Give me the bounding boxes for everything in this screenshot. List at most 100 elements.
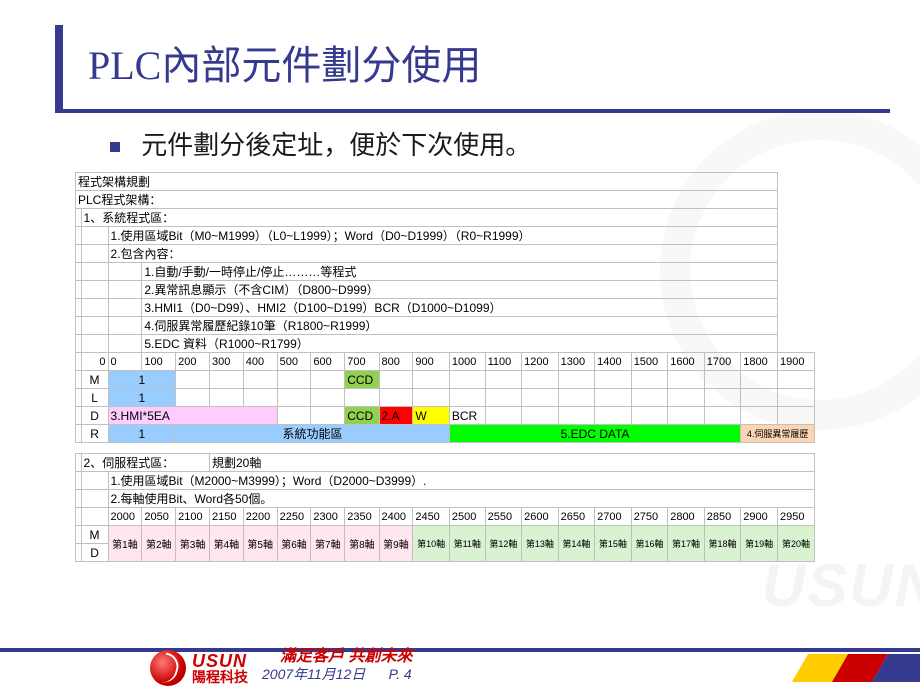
grid2-header: 2000 2050 2100 2150 2200 2250 2300 2350 … [76,508,815,526]
sys-content: 1.自動/手動/一時停止/停止………等程式 [142,263,778,281]
cell-servo-hist: 4.伺服異常履歷 [741,425,815,443]
footer-page: P. 4 [389,666,412,682]
servo-line: 2.每軸使用Bit、Word各50個。 [108,490,814,508]
col-hdr: 2550 [485,508,522,526]
cell-2a: 2.A [379,407,413,425]
cell-bcr: BCR [449,407,485,425]
col-hdr: 200 [176,353,210,371]
grid2-row-m: M 第1軸 第2軸 第3軸 第4軸 第5軸 第6軸 第7軸 第8軸 第9軸 第1… [76,526,815,544]
cell-hmi: 3.HMI*5EA [108,407,277,425]
row-label: M [81,526,108,544]
col-hdr: 2950 [778,508,815,526]
sys-line: 1.使用區域Bit（M0~M1999）（L0~L1999）；Word（D0~D1… [108,227,777,245]
grid1-header: 0 0 100 200 300 400 500 600 700 800 900 … [76,353,815,371]
axis-cell: 第1軸 [108,526,142,562]
col-hdr: 2200 [243,508,277,526]
servo-title: 2、伺服程式區： [81,454,209,472]
grid1-row-r: R 1 系統功能區 5.EDC DATA 4.伺服異常履歷 [76,425,815,443]
col-hdr: 1600 [668,353,705,371]
axis-cell: 第9軸 [379,526,413,562]
spec-sheet: 程式架構規劃 PLC程式架構： 1、系統程式區： 1.使用區域Bit（M0~M1… [75,172,815,562]
axis-cell: 第10軸 [413,526,450,562]
servo-plan: 規劃20軸 [209,454,814,472]
servo-title-row: 2、伺服程式區： 規劃20軸 [76,454,815,472]
col-hdr: 2700 [595,508,632,526]
cell-w: W [413,407,450,425]
axis-cell: 第4軸 [209,526,243,562]
sys-content: 3.HMI1（D0~D99）、HMI2（D100~D199）BCR（D1000~… [142,299,778,317]
axis-cell: 第12軸 [485,526,522,562]
table-row: 2.異常訊息顯示（不含CIM）（D800~D999） [76,281,815,299]
logo-text-cn: 陽程科技 [192,670,248,684]
date-page: 2007年11月12日 P. 4 [262,664,412,684]
axis-cell: 第6軸 [277,526,311,562]
grid1-row-l: L 1 [76,389,815,407]
col-hdr: 1400 [595,353,632,371]
col-hdr: 2350 [345,508,379,526]
col-hdr: 600 [311,353,345,371]
table-row: 5.EDC 資料（R1000~R1799） [76,335,815,353]
footer: USUN 陽程科技 滿足客戶 共創未來 2007年11月12日 P. 4 [0,625,920,690]
table-row: 2.包含內容： [76,245,815,263]
sys-content: 2.異常訊息顯示（不含CIM）（D800~D999） [142,281,778,299]
col-hdr: 1000 [449,353,485,371]
cell-val: 1 [108,389,176,407]
page-title: PLC內部元件劃分使用 [88,43,481,88]
axis-cell: 第3軸 [176,526,210,562]
footer-date: 2007年11月12日 [262,666,365,682]
sys-content: 4.伺服異常履歷紀錄10筆（R1800~R1999） [142,317,778,335]
col-hdr: 2100 [176,508,210,526]
subtitle-text: 元件劃分後定址，便於下次使用。 [141,130,531,160]
logo-block: USUN 陽程科技 [150,650,248,686]
axis-cell: 第20軸 [778,526,815,562]
section-sub: PLC程式架構： [76,191,778,209]
sys-content: 5.EDC 資料（R1000~R1799） [142,335,778,353]
col-hdr: 2400 [379,508,413,526]
axis-cell: 第14軸 [558,526,595,562]
axis-cell: 第2軸 [142,526,176,562]
col-hdr: 0 [81,353,108,371]
table-row: 3.HMI1（D0~D99）、HMI2（D100~D199）BCR（D1000~… [76,299,815,317]
row-label: L [81,389,108,407]
table-row: 程式架構規劃 [76,173,815,191]
table-row: 1.使用區域Bit（M0~M1999）（L0~L1999）；Word（D0~D1… [76,227,815,245]
servo-line: 1.使用區域Bit（M2000~M3999）；Word（D2000~D3999）… [108,472,814,490]
col-hdr: 1100 [485,353,522,371]
grid1-row-d: D 3.HMI*5EA CCD 2.A W BCR [76,407,815,425]
col-hdr: 2250 [277,508,311,526]
col-hdr: 2150 [209,508,243,526]
axis-cell: 第19軸 [741,526,778,562]
cell-sysfunc: 系統功能區 [176,425,450,443]
axis-cell: 第18軸 [704,526,741,562]
cell-ccd: CCD [345,407,379,425]
logo-icon [150,650,186,686]
col-hdr: 2750 [631,508,668,526]
axis-cell: 第17軸 [668,526,705,562]
col-hdr: 2600 [522,508,559,526]
row-label: D [81,544,108,562]
col-hdr: 2050 [142,508,176,526]
subtitle-row: 元件劃分後定址，便於下次使用。 [110,125,531,162]
slogan: 滿足客戶 共創未來 [280,642,412,666]
axis-cell: 第13軸 [522,526,559,562]
col-hdr: 2850 [704,508,741,526]
section-header: 程式架構規劃 [76,173,778,191]
cell-val: 1 [108,371,176,389]
axis-cell: 第7軸 [311,526,345,562]
table-row: 1.使用區域Bit（M2000~M3999）；Word（D2000~D3999）… [76,472,815,490]
cell-edc: 5.EDC DATA [449,425,740,443]
title-bar: PLC內部元件劃分使用 [55,25,890,113]
footer-line [0,648,920,652]
table-row: 2.每軸使用Bit、Word各50個。 [76,490,815,508]
logo-text-en: USUN [192,652,248,670]
row-label: R [81,425,108,443]
col-hdr: 700 [345,353,379,371]
axis-cell: 第16軸 [631,526,668,562]
col-hdr: 1500 [631,353,668,371]
grid1-row-m: M 1 CCD [76,371,815,389]
corner-stripes [750,654,920,682]
col-hdr: 2300 [311,508,345,526]
col-hdr: 800 [379,353,413,371]
axis-cell: 第5軸 [243,526,277,562]
sys-line: 2.包含內容： [108,245,777,263]
